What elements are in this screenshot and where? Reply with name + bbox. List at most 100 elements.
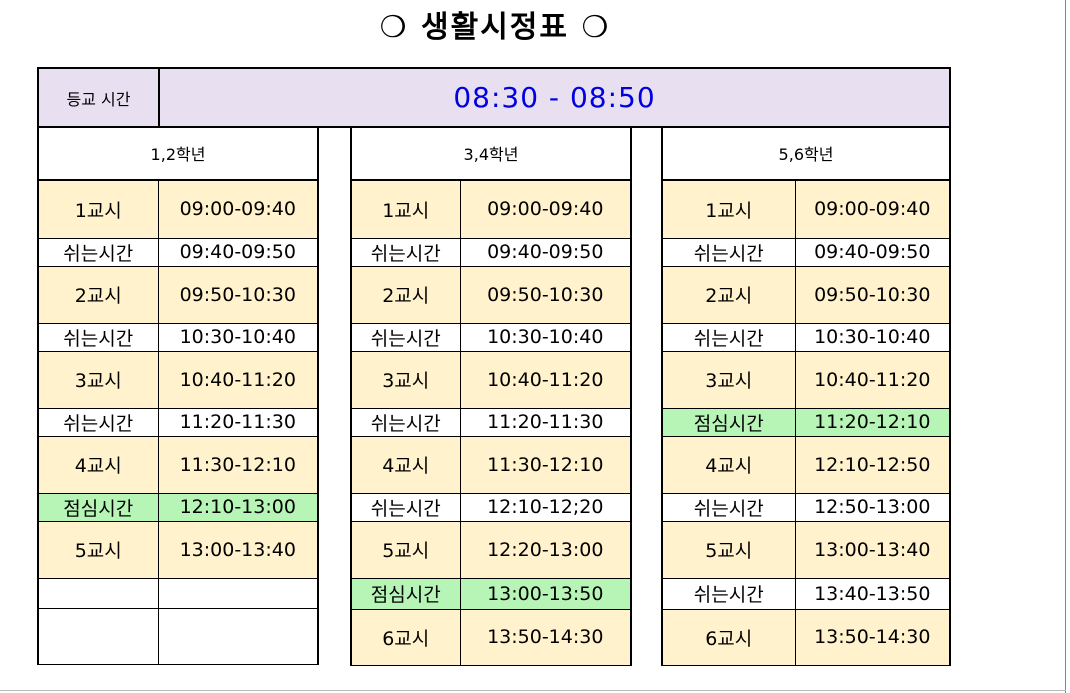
period-label: 2교시: [352, 265, 461, 324]
break-label: 쉬는시간: [352, 322, 461, 352]
time-range: 13:00-13:50: [459, 577, 630, 610]
schedule-row: 3교시 10:40-11:20: [663, 350, 949, 409]
schedule-row: 6교시 13:50-14:30: [663, 608, 949, 666]
time-range: 09:00-09:40: [459, 181, 630, 239]
schedule-row: 쉬는시간 11:20-11:30: [39, 407, 317, 437]
period-label: 6교시: [352, 608, 461, 666]
period-label: 2교시: [663, 265, 796, 324]
schedule-row: 쉬는시간 13:40-13:50: [663, 577, 949, 610]
time-range: 09:40-09:50: [794, 237, 949, 267]
page-edge-right: [1065, 0, 1066, 693]
period-label: 2교시: [39, 265, 159, 324]
empty-cell: [157, 607, 317, 665]
schedule-row: 3교시 10:40-11:20: [352, 350, 630, 409]
page-edge-bottom: [0, 690, 1066, 691]
period-label: 6교시: [663, 608, 796, 666]
schedule-row: 쉬는시간 12:10-12;20: [352, 492, 630, 522]
time-range: 09:50-10:30: [794, 265, 949, 324]
arrival-time-value: 08:30 - 08:50: [453, 81, 656, 114]
period-label: 5교시: [39, 520, 159, 579]
period-label: 4교시: [663, 435, 796, 494]
time-range: 10:40-11:20: [794, 350, 949, 409]
time-range: 09:40-09:50: [459, 237, 630, 267]
period-label: 3교시: [39, 350, 159, 409]
break-label: 쉬는시간: [663, 577, 796, 610]
schedule-row: 쉬는시간 09:40-09:50: [39, 237, 317, 267]
grade-header: 1,2학년: [39, 126, 317, 181]
period-label: 4교시: [352, 435, 461, 494]
schedule-row: 5교시 12:20-13:00: [352, 520, 630, 579]
schedule-row: 1교시 09:00-09:40: [663, 181, 949, 239]
period-label: 5교시: [663, 520, 796, 579]
time-range: 11:20-11:30: [157, 407, 317, 437]
time-range: 13:50-14:30: [794, 608, 949, 666]
empty-cell: [39, 607, 159, 665]
schedule-row: [39, 577, 317, 609]
schedule-row: 4교시 11:30-12:10: [352, 435, 630, 494]
lunch-label: 점심시간: [663, 407, 796, 437]
lunch-label: 점심시간: [39, 492, 159, 522]
time-range: 11:30-12:10: [459, 435, 630, 494]
schedule-row: 2교시 09:50-10:30: [352, 265, 630, 324]
period-label: 5교시: [352, 520, 461, 579]
schedule-row: 점심시간 12:10-13:00: [39, 492, 317, 522]
period-label: 4교시: [39, 435, 159, 494]
time-range: 11:30-12:10: [157, 435, 317, 494]
period-label: 1교시: [663, 181, 796, 239]
time-range: 11:20-12:10: [794, 407, 949, 437]
schedule-row: 5교시 13:00-13:40: [39, 520, 317, 579]
grade-header: 5,6학년: [663, 126, 949, 181]
schedule-row: 4교시 12:10-12:50: [663, 435, 949, 494]
schedule-row: 2교시 09:50-10:30: [39, 265, 317, 324]
schedule-row: 점심시간 11:20-12:10: [663, 407, 949, 437]
schedule-row: 쉬는시간 10:30-10:40: [352, 322, 630, 352]
schedule-row: 쉬는시간 09:40-09:50: [352, 237, 630, 267]
time-range: 10:40-11:20: [459, 350, 630, 409]
schedule-row: [39, 607, 317, 665]
grade-header: 3,4학년: [352, 126, 630, 181]
schedule-table: 1교시 09:00-09:40 쉬는시간 09:40-09:50 2교시 09:50-10…: [39, 181, 317, 665]
break-label: 쉬는시간: [663, 237, 796, 267]
schedule-row: 3교시 10:40-11:20: [39, 350, 317, 409]
schedule-row: 쉬는시간 09:40-09:50: [663, 237, 949, 267]
time-range: 10:40-11:20: [157, 350, 317, 409]
break-label: 쉬는시간: [352, 492, 461, 522]
time-range: 09:50-10:30: [459, 265, 630, 324]
break-label: 쉬는시간: [352, 407, 461, 437]
break-label: 쉬는시간: [663, 492, 796, 522]
period-label: 3교시: [352, 350, 461, 409]
time-range: 11:20-11:30: [459, 407, 630, 437]
schedule-row: 1교시 09:00-09:40: [39, 181, 317, 239]
schedule-row: 5교시 13:00-13:40: [663, 520, 949, 579]
schedule-row: 쉬는시간 10:30-10:40: [663, 322, 949, 352]
break-label: 쉬는시간: [39, 322, 159, 352]
arrival-time-row: 등교 시간 08:30 - 08:50: [37, 67, 951, 128]
time-range: 09:00-09:40: [157, 181, 317, 239]
schedule-table: 1교시 09:00-09:40 쉬는시간 09:40-09:50 2교시 09:50-10…: [663, 181, 949, 666]
time-range: 12:50-13:00: [794, 492, 949, 522]
grade-column-5-6: 5,6학년 1교시 09:00-09:40 쉬는시간 09:40-09:50 2교시 09…: [661, 126, 951, 666]
grade-column-1-2: 1,2학년 1교시 09:00-09:40 쉬는시간 09:40-09:50 2교시 09…: [37, 126, 319, 665]
schedule-row: 2교시 09:50-10:30: [663, 265, 949, 324]
time-range: 12:20-13:00: [459, 520, 630, 579]
time-range: 12:10-12;20: [459, 492, 630, 522]
time-range: 12:10-13:00: [157, 492, 317, 522]
time-range: 09:40-09:50: [157, 237, 317, 267]
break-label: 쉬는시간: [663, 322, 796, 352]
arrival-time-label: 등교 시간: [39, 69, 160, 126]
lunch-label: 점심시간: [352, 577, 461, 610]
break-label: 쉬는시간: [39, 237, 159, 267]
schedule-row: 쉬는시간 12:50-13:00: [663, 492, 949, 522]
time-range: 10:30-10:40: [794, 322, 949, 352]
empty-cell: [157, 577, 317, 609]
schedule-row: 4교시 11:30-12:10: [39, 435, 317, 494]
time-range: 09:50-10:30: [157, 265, 317, 324]
time-range: 13:00-13:40: [157, 520, 317, 579]
schedule-row: 점심시간 13:00-13:50: [352, 577, 630, 610]
time-range: 13:50-14:30: [459, 608, 630, 666]
page-title: ❍ 생활시정표 ❍: [379, 10, 611, 45]
schedule-table: 1교시 09:00-09:40 쉬는시간 09:40-09:50 2교시 09:50-10…: [352, 181, 630, 666]
empty-cell: [39, 577, 159, 609]
schedule-row: 쉬는시간 11:20-11:30: [352, 407, 630, 437]
period-label: 3교시: [663, 350, 796, 409]
